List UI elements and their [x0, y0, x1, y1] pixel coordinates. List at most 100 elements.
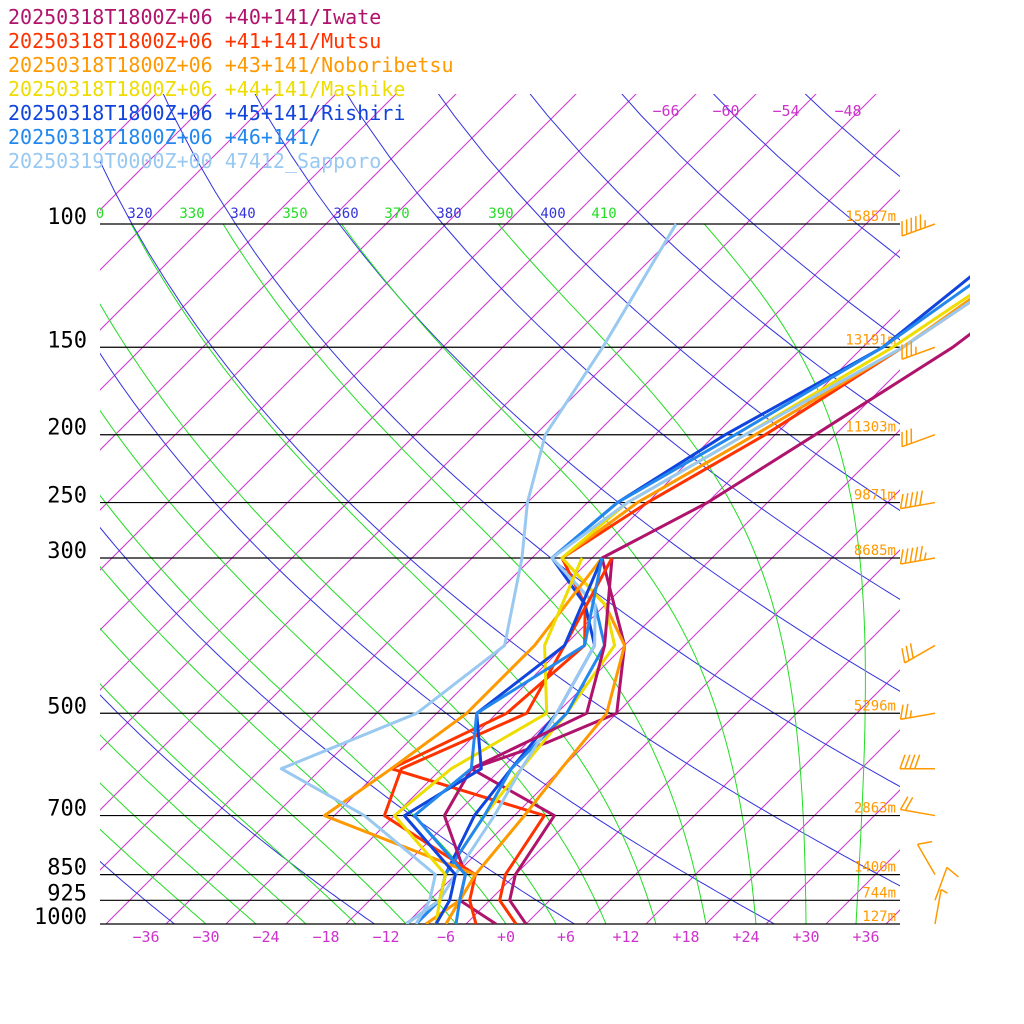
x-tick-label: +24 [732, 928, 759, 946]
pressure-label: 100 [47, 205, 87, 230]
dewpoint-profile [392, 557, 584, 924]
height-label: 11303m [845, 420, 896, 436]
isotherm-line [105, 129, 900, 924]
x-tick-label: −24 [252, 928, 279, 946]
isotherm-line [585, 609, 900, 924]
dry-adiabat [621, 94, 900, 341]
dewpoint-profile [279, 223, 678, 924]
theta-label: 400 [540, 206, 565, 222]
isotherm-line [100, 94, 877, 871]
theta-label: 410 [591, 206, 616, 222]
isotherm-line [100, 94, 517, 511]
dry-adiabat [804, 94, 900, 178]
moist-adiabat [100, 734, 307, 924]
isotherm-line [100, 94, 337, 331]
moist-adiabat [100, 828, 207, 924]
barb-flag [899, 704, 904, 720]
isotherm-line [100, 94, 817, 811]
barb-flag [917, 840, 933, 846]
barb-flag [909, 492, 914, 508]
pressure-label: 700 [47, 797, 87, 822]
barb-staff [934, 889, 942, 925]
wind-barbs [899, 214, 959, 925]
legend-entry: 20250318T1800Z+06 +45+141/Rishiri [8, 101, 405, 125]
theta-label: 380 [436, 206, 461, 222]
pressure-levels: 100 15857m 150 13191m 200 11303m 250 9871m 300 86… [34, 205, 900, 930]
theta-label: 390 [488, 206, 513, 222]
barb-flag [909, 643, 914, 659]
wind-barb [901, 643, 936, 664]
dry-adiabat [437, 94, 900, 512]
wind-barb [901, 428, 936, 448]
isotherm-line [345, 369, 900, 924]
barb-flag [899, 754, 906, 769]
height-label: 2863m [854, 801, 896, 817]
height-label: 9871m [854, 488, 896, 504]
barb-staff [916, 843, 936, 875]
theta-label: 340 [230, 206, 255, 222]
isotherm-line [1006, 24, 1024, 924]
isotherm-top-label: −54 [772, 102, 799, 120]
isotherm-line [100, 94, 397, 391]
x-tick-label: −30 [192, 928, 219, 946]
pressure-label: 850 [47, 856, 87, 881]
wind-barb [934, 888, 948, 925]
isotherm-top-label: −60 [712, 102, 739, 120]
wind-barb [899, 545, 936, 565]
moist-adiabat [222, 223, 707, 924]
barb-half-flag [909, 710, 913, 718]
legend: 20250318T1800Z+06 +40+141/Iwate 20250318T… [8, 5, 454, 173]
barb-flag [904, 703, 909, 719]
barb-flag [909, 754, 916, 769]
height-label: 1400m [854, 860, 896, 876]
theta-label: 0 [96, 206, 104, 222]
isotherm-line [885, 909, 900, 924]
barb-flag [914, 546, 919, 562]
isotherm-top-label: −66 [652, 102, 679, 120]
barb-flag [913, 754, 921, 769]
height-label: 744m [862, 885, 896, 901]
dry-adiabat [162, 94, 900, 788]
isotherm-line [645, 669, 900, 924]
pressure-label: 200 [47, 416, 87, 441]
theta-label: 330 [179, 206, 204, 222]
temperature-profile [469, 332, 970, 924]
barb-flag [904, 493, 909, 508]
pressure-label: 1000 [34, 905, 87, 930]
isotherm-line [705, 729, 900, 924]
wind-barb [899, 754, 935, 770]
barb-flag [901, 648, 906, 664]
pressure-label: 250 [47, 484, 87, 509]
wind-barb [934, 866, 959, 901]
wind-barb [901, 214, 936, 237]
x-tick-label: +18 [672, 928, 699, 946]
moist-adiabat [100, 782, 257, 924]
barb-half-flag [940, 888, 948, 894]
moist-adiabat [497, 223, 807, 924]
theta-label: 360 [333, 206, 358, 222]
wind-barb [899, 490, 936, 510]
pressure-label: 925 [47, 881, 87, 906]
sounding-profiles [279, 223, 970, 924]
theta-label: 350 [282, 206, 307, 222]
dry-adiabat [100, 526, 575, 924]
barb-staff [900, 557, 936, 565]
legend-entry: 20250318T1800Z+06 +40+141/Iwate [8, 5, 381, 29]
barb-staff [934, 867, 948, 901]
barb-flag [909, 547, 914, 563]
legend-entry: 20250319T0000Z+00 47412_Sapporo [8, 149, 381, 173]
pressure-label: 500 [47, 694, 87, 719]
height-label: 127m [862, 909, 896, 925]
isotherm-line [765, 789, 900, 924]
barb-half-flag [923, 552, 927, 560]
x-tick-label: −12 [372, 928, 399, 946]
legend-entry: 20250318T1800Z+06 +43+141/Noboribetsu [8, 53, 454, 77]
barb-flag [899, 549, 904, 565]
isotherm-line [285, 309, 900, 924]
isotherm-line [165, 189, 900, 924]
theta-label: 370 [384, 206, 409, 222]
axis-labels: 0 320 330 340 350 360 370 380 390 400 410 −66 −60 −54… [96, 102, 880, 946]
isotherm-line [100, 94, 277, 271]
dewpoint-profile [382, 557, 614, 924]
x-tick-label: +6 [557, 928, 575, 946]
